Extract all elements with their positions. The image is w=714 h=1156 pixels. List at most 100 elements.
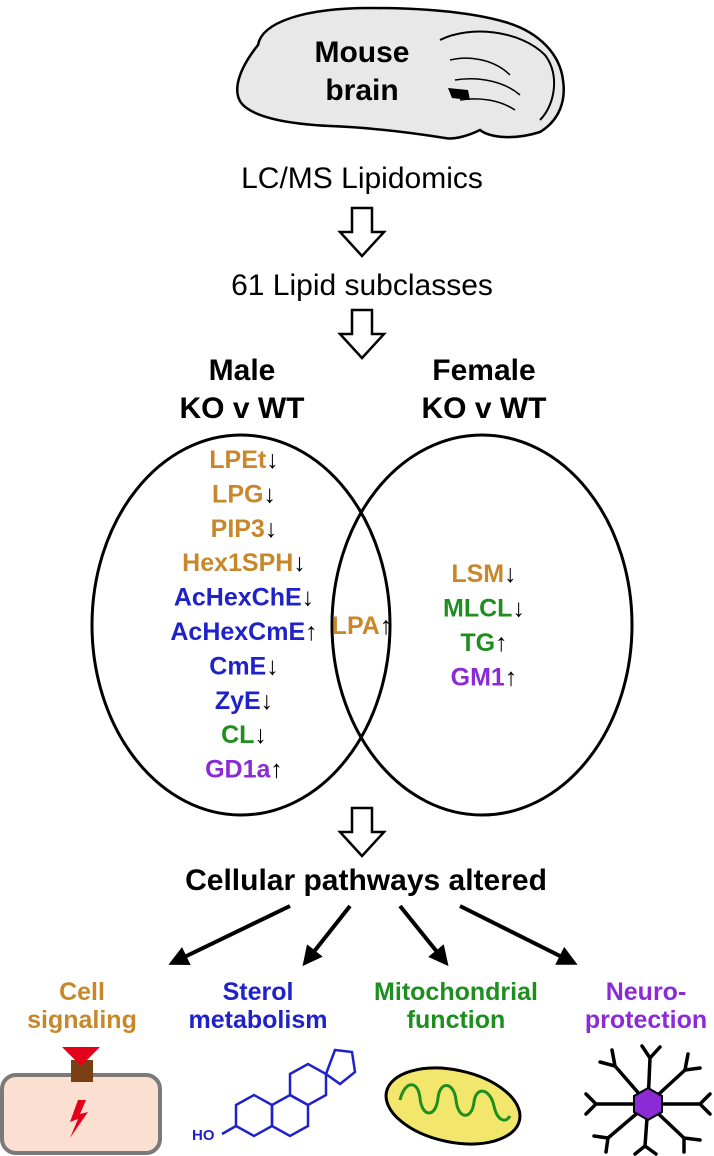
down-arrow-icon: ↓ [261, 687, 274, 715]
female-header-line1: Female [432, 354, 535, 387]
lipid-label: ZyE↓ [215, 687, 273, 715]
hollow-down-arrow [337, 806, 387, 858]
pathway-label-line: metabolism [189, 1006, 328, 1034]
lipid-label: AcHexChE↓ [174, 584, 314, 612]
lipid-name: AcHexCmE [170, 618, 305, 646]
shared-lipids: LPA↑ [332, 612, 393, 640]
down-arrow-icon: ↓ [254, 721, 267, 749]
lipid-label: Hex1SPH↓ [182, 549, 306, 577]
lipid-name: LSM [451, 560, 504, 588]
pathway-label-line: signaling [27, 1006, 137, 1034]
pathway-label-line: Neuro- [606, 978, 687, 1006]
down-arrow-icon: ↓ [512, 595, 525, 623]
sterol-structure-icon: HO [192, 1048, 357, 1144]
lipid-name: CL [221, 721, 254, 749]
dendrite [646, 1052, 702, 1106]
up-arrow-icon: ↑ [305, 618, 318, 646]
lipid-label: LPG↓ [212, 480, 276, 508]
pathway-arrows [168, 904, 578, 967]
lipid-label: TG↑ [460, 629, 507, 657]
lipid-label: PIP3↓ [211, 515, 278, 543]
male-set-circle [90, 433, 392, 817]
lipid-label: CmE↓ [209, 652, 278, 680]
cell-membrane-icon [0, 1047, 162, 1155]
male-header-line2: KO v WT [180, 392, 305, 425]
cerebellum-outline [439, 30, 556, 121]
down-arrow-icon: ↓ [302, 584, 315, 612]
lipid-label: CL↓ [221, 721, 267, 749]
lipid-name: MLCL [443, 595, 512, 623]
cristae [398, 1083, 512, 1122]
receptor [71, 1060, 93, 1082]
hollow-down-arrow [337, 308, 387, 360]
lipid-label: LSM↓ [451, 560, 516, 588]
female-header-line2: KO v WT [422, 392, 547, 425]
down-arrow-icon: ↓ [504, 560, 517, 588]
pathway-label-line: Sterol [223, 978, 294, 1006]
lipid-label: LPEt↓ [209, 446, 278, 474]
sterol-ring-a [234, 1093, 274, 1138]
subclasses-label: 61 Lipid subclasses [231, 269, 493, 302]
pathway-label-line: Mitochondrial [374, 978, 538, 1006]
lipid-name: LPG [212, 480, 263, 508]
neuron-icon [584, 1044, 712, 1156]
sterol-ring-c [288, 1062, 328, 1107]
mitochondrion-icon [384, 1066, 522, 1146]
dendrite [592, 1102, 650, 1154]
down-arrow-icon: ↓ [266, 446, 279, 474]
brain-label-line2: brain [325, 74, 398, 107]
arrow-to-sterol-metabolism [302, 904, 352, 967]
arrow-to-cell-signaling [168, 904, 291, 966]
signal-bolt-icon [70, 1100, 88, 1138]
arrow-to-mitochondrial-function [398, 904, 449, 967]
up-arrow-icon: ↑ [380, 612, 393, 640]
lipid-label: LPA↑ [332, 612, 393, 640]
brain-region-marker [448, 88, 470, 100]
down-arrow-icon: ↓ [293, 549, 306, 577]
lipid-label: GM1↑ [451, 664, 518, 692]
method-label: LC/MS Lipidomics [241, 162, 483, 195]
up-arrow-icon: ↑ [505, 664, 518, 692]
hydroxyl-bond [221, 1124, 237, 1136]
lipid-name: PIP3 [211, 515, 265, 543]
arrow-to-neuroprotection [459, 904, 578, 965]
sterol-ring-d [324, 1048, 357, 1086]
lipid-name: GM1 [451, 664, 505, 692]
lipid-label: GD1a↑ [205, 756, 283, 784]
pathways-title: Cellular pathways altered [185, 864, 547, 897]
dendrite [646, 1102, 702, 1154]
pathway-label-line: Cell [59, 978, 105, 1006]
up-arrow-icon: ↑ [495, 629, 508, 657]
lipid-name: TG [460, 629, 495, 657]
ligand [62, 1047, 100, 1066]
lipid-name: GD1a [205, 756, 271, 784]
lipid-name: AcHexChE [174, 584, 302, 612]
lipid-name: Hex1SPH [182, 549, 293, 577]
dendrite [598, 1048, 650, 1106]
brain-label-line1: Mouse [314, 36, 409, 69]
mouse-brain-illustration: Mouse brain [236, 6, 565, 140]
lipid-label: MLCL↓ [443, 595, 525, 623]
male-header-line1: Male [209, 354, 276, 387]
dendrite [646, 1092, 712, 1116]
dendrite [584, 1092, 650, 1116]
pathway-label-line: protection [585, 1006, 707, 1034]
hydroxyl-label: HO [192, 1127, 215, 1144]
up-arrow-icon: ↑ [270, 756, 283, 784]
female-only-lipids: LSM↓MLCL↓TG↑GM1↑ [443, 560, 525, 692]
lipid-name: ZyE [215, 687, 261, 715]
lipid-name: CmE [209, 652, 266, 680]
lipid-label: AcHexCmE↑ [170, 618, 317, 646]
down-arrow-icon: ↓ [263, 480, 276, 508]
male-only-lipids: LPEt↓LPG↓PIP3↓Hex1SPH↓AcHexChE↓AcHexCmE↑… [170, 446, 317, 784]
hollow-down-arrow [337, 206, 387, 258]
down-arrow-icon: ↓ [266, 652, 279, 680]
mitochondrion-outer [384, 1066, 522, 1146]
down-arrow-icon: ↓ [265, 515, 278, 543]
lipid-name: LPA [332, 612, 380, 640]
female-set-circle [330, 433, 634, 817]
brain-outline [236, 6, 565, 140]
lipid-name: LPEt [209, 446, 267, 474]
